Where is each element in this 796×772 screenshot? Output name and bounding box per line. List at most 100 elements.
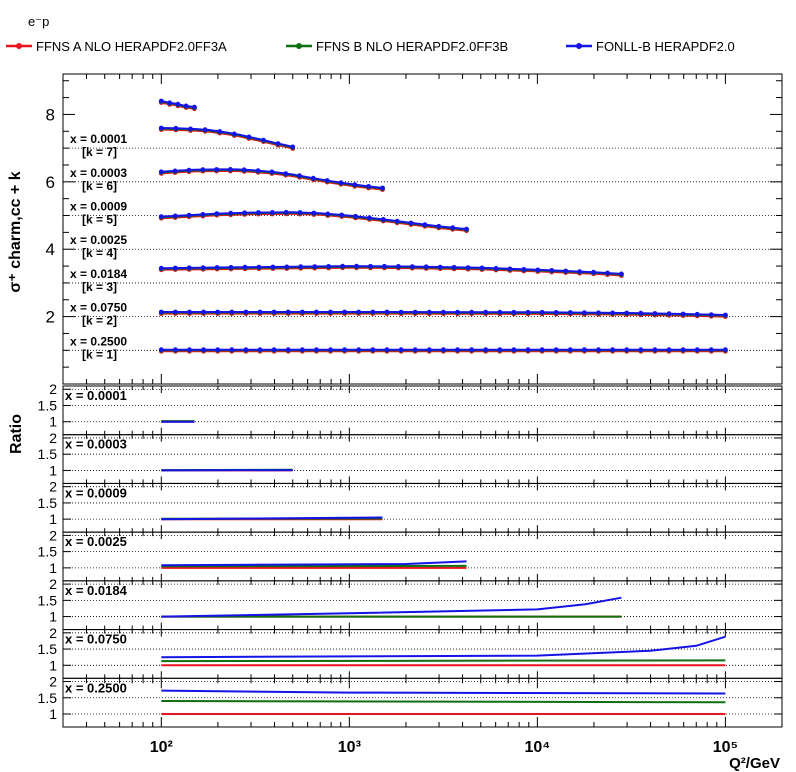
series-marker (255, 168, 261, 174)
series-marker (158, 309, 164, 315)
y-tick-label: 6 (46, 173, 55, 192)
ratio-panel-frame (62, 482, 783, 533)
series-marker (173, 309, 178, 315)
series-marker (694, 347, 700, 353)
series-marker (269, 210, 275, 215)
ratio-bin-label: x = 0.0750 (65, 632, 127, 647)
series-marker (228, 210, 234, 216)
legend-label: FFNS A NLO HERAPDF2.0FF3A (36, 39, 227, 54)
series-marker (694, 311, 700, 317)
ratio-panel-frame (62, 580, 783, 631)
series-marker (723, 347, 728, 353)
y-tick-label: 4 (46, 240, 55, 259)
series-marker (469, 309, 474, 315)
series-marker (312, 264, 318, 269)
ratio-bin-label: x = 0.0184 (65, 583, 128, 598)
series-marker (200, 265, 206, 271)
series-marker (283, 209, 289, 215)
series-marker (591, 269, 596, 275)
series-marker (680, 311, 686, 317)
series-marker (441, 347, 446, 353)
series-marker (455, 347, 460, 353)
series-marker (549, 268, 555, 273)
series-marker (217, 129, 223, 134)
series-marker (398, 309, 404, 315)
series-marker (437, 264, 443, 270)
ratio-y-tick-label: 1.5 (38, 544, 58, 560)
series-marker (353, 213, 358, 219)
series-marker (582, 310, 587, 316)
series-marker (214, 167, 220, 172)
series-marker (257, 309, 263, 315)
series-marker (275, 141, 281, 147)
ratio-y-tick-label: 1 (49, 511, 57, 527)
series-marker (172, 168, 178, 174)
ratio-y-tick-label: 1.5 (38, 641, 58, 657)
ratio-y-tick-label: 1.5 (38, 397, 58, 413)
ratio-series-line (161, 700, 726, 704)
series-marker (328, 347, 333, 353)
series-marker (299, 347, 305, 353)
x-tick-label: 10⁴ (525, 739, 551, 756)
series-marker (497, 347, 503, 353)
series-marker (175, 101, 181, 107)
series-marker (666, 311, 672, 317)
ratio-axis-title: Ratio (8, 414, 25, 454)
series-marker (339, 212, 345, 218)
series-marker (409, 264, 415, 269)
ratio-y-tick-label: 1 (49, 706, 57, 722)
series-marker (158, 265, 164, 271)
bin-k-label: [k = 6] (82, 179, 117, 193)
legend-label: FFNS B NLO HERAPDF2.0FF3B (316, 39, 508, 54)
series-marker (187, 309, 192, 315)
series-marker (652, 347, 658, 353)
series-marker (186, 212, 192, 218)
series-marker (342, 309, 347, 315)
bin-k-label: [k = 4] (82, 246, 117, 260)
series-marker (200, 167, 206, 173)
series-marker (269, 169, 275, 175)
series-marker (173, 347, 178, 353)
series-marker (638, 310, 644, 316)
series-marker (396, 264, 401, 269)
series-marker (158, 347, 164, 353)
ratio-series-line (161, 516, 383, 521)
x-tick-label: 10³ (338, 739, 361, 756)
bin-x-label: x = 0.0009 (70, 200, 127, 214)
bin-x-label: x = 0.2500 (70, 334, 127, 348)
ratio-series-line (161, 689, 726, 695)
series-marker (261, 137, 266, 143)
series-marker (610, 347, 615, 353)
series-marker (229, 347, 235, 353)
series-marker (412, 347, 418, 353)
series-marker (366, 184, 371, 189)
ratio-y-tick-label: 1.5 (38, 592, 58, 608)
series-marker (708, 347, 714, 353)
series-marker (228, 265, 234, 270)
series-marker (525, 309, 531, 315)
series-marker (596, 347, 601, 353)
bin-x-label: x = 0.0001 (70, 132, 127, 146)
series-marker (290, 144, 296, 150)
series-marker (158, 98, 164, 104)
series-marker (380, 185, 385, 191)
series-marker (338, 180, 344, 186)
series-marker (354, 263, 359, 269)
series-marker (215, 347, 221, 353)
series-marker (535, 267, 541, 273)
series-marker (231, 131, 237, 137)
series-marker (563, 268, 569, 274)
series-marker (167, 100, 173, 106)
series-marker (384, 347, 390, 353)
series-marker (553, 347, 559, 353)
series-marker (256, 210, 261, 215)
series-marker (187, 347, 192, 353)
series-marker (422, 222, 428, 228)
series-marker (158, 125, 164, 131)
series-marker (285, 347, 291, 353)
ratio-series-line (161, 560, 467, 567)
series-marker (605, 270, 610, 276)
series-marker (384, 309, 390, 315)
series-marker (436, 223, 442, 229)
